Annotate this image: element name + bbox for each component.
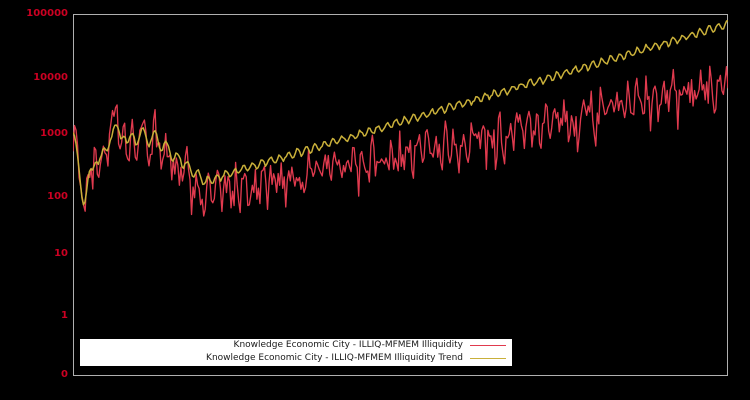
y-axis-tick-100000: 100000 (26, 8, 68, 19)
y-axis-tick-1000: 1000 (40, 128, 68, 139)
legend-entry-illiquidity-trend: Knowledge Economic City - ILLIQ-MFMEM Il… (80, 352, 512, 365)
chart-legend: Knowledge Economic City - ILLIQ-MFMEM Il… (80, 339, 512, 366)
legend-label-illiquidity-trend: Knowledge Economic City - ILLIQ-MFMEM Il… (206, 353, 463, 363)
y-axis-tick-10: 10 (54, 248, 68, 259)
y-axis-tick-0: 0 (61, 369, 68, 380)
y-axis-tick-1: 1 (61, 310, 68, 321)
legend-swatch-illiquidity (470, 345, 506, 346)
y-axis-tick-100: 100 (47, 191, 68, 202)
legend-entry-illiquidity: Knowledge Economic City - ILLIQ-MFMEM Il… (80, 339, 512, 352)
legend-label-illiquidity: Knowledge Economic City - ILLIQ-MFMEM Il… (233, 340, 463, 350)
legend-swatch-illiquidity-trend (470, 358, 506, 359)
y-axis-tick-10000: 10000 (33, 72, 68, 83)
plot-area-border (73, 14, 728, 376)
